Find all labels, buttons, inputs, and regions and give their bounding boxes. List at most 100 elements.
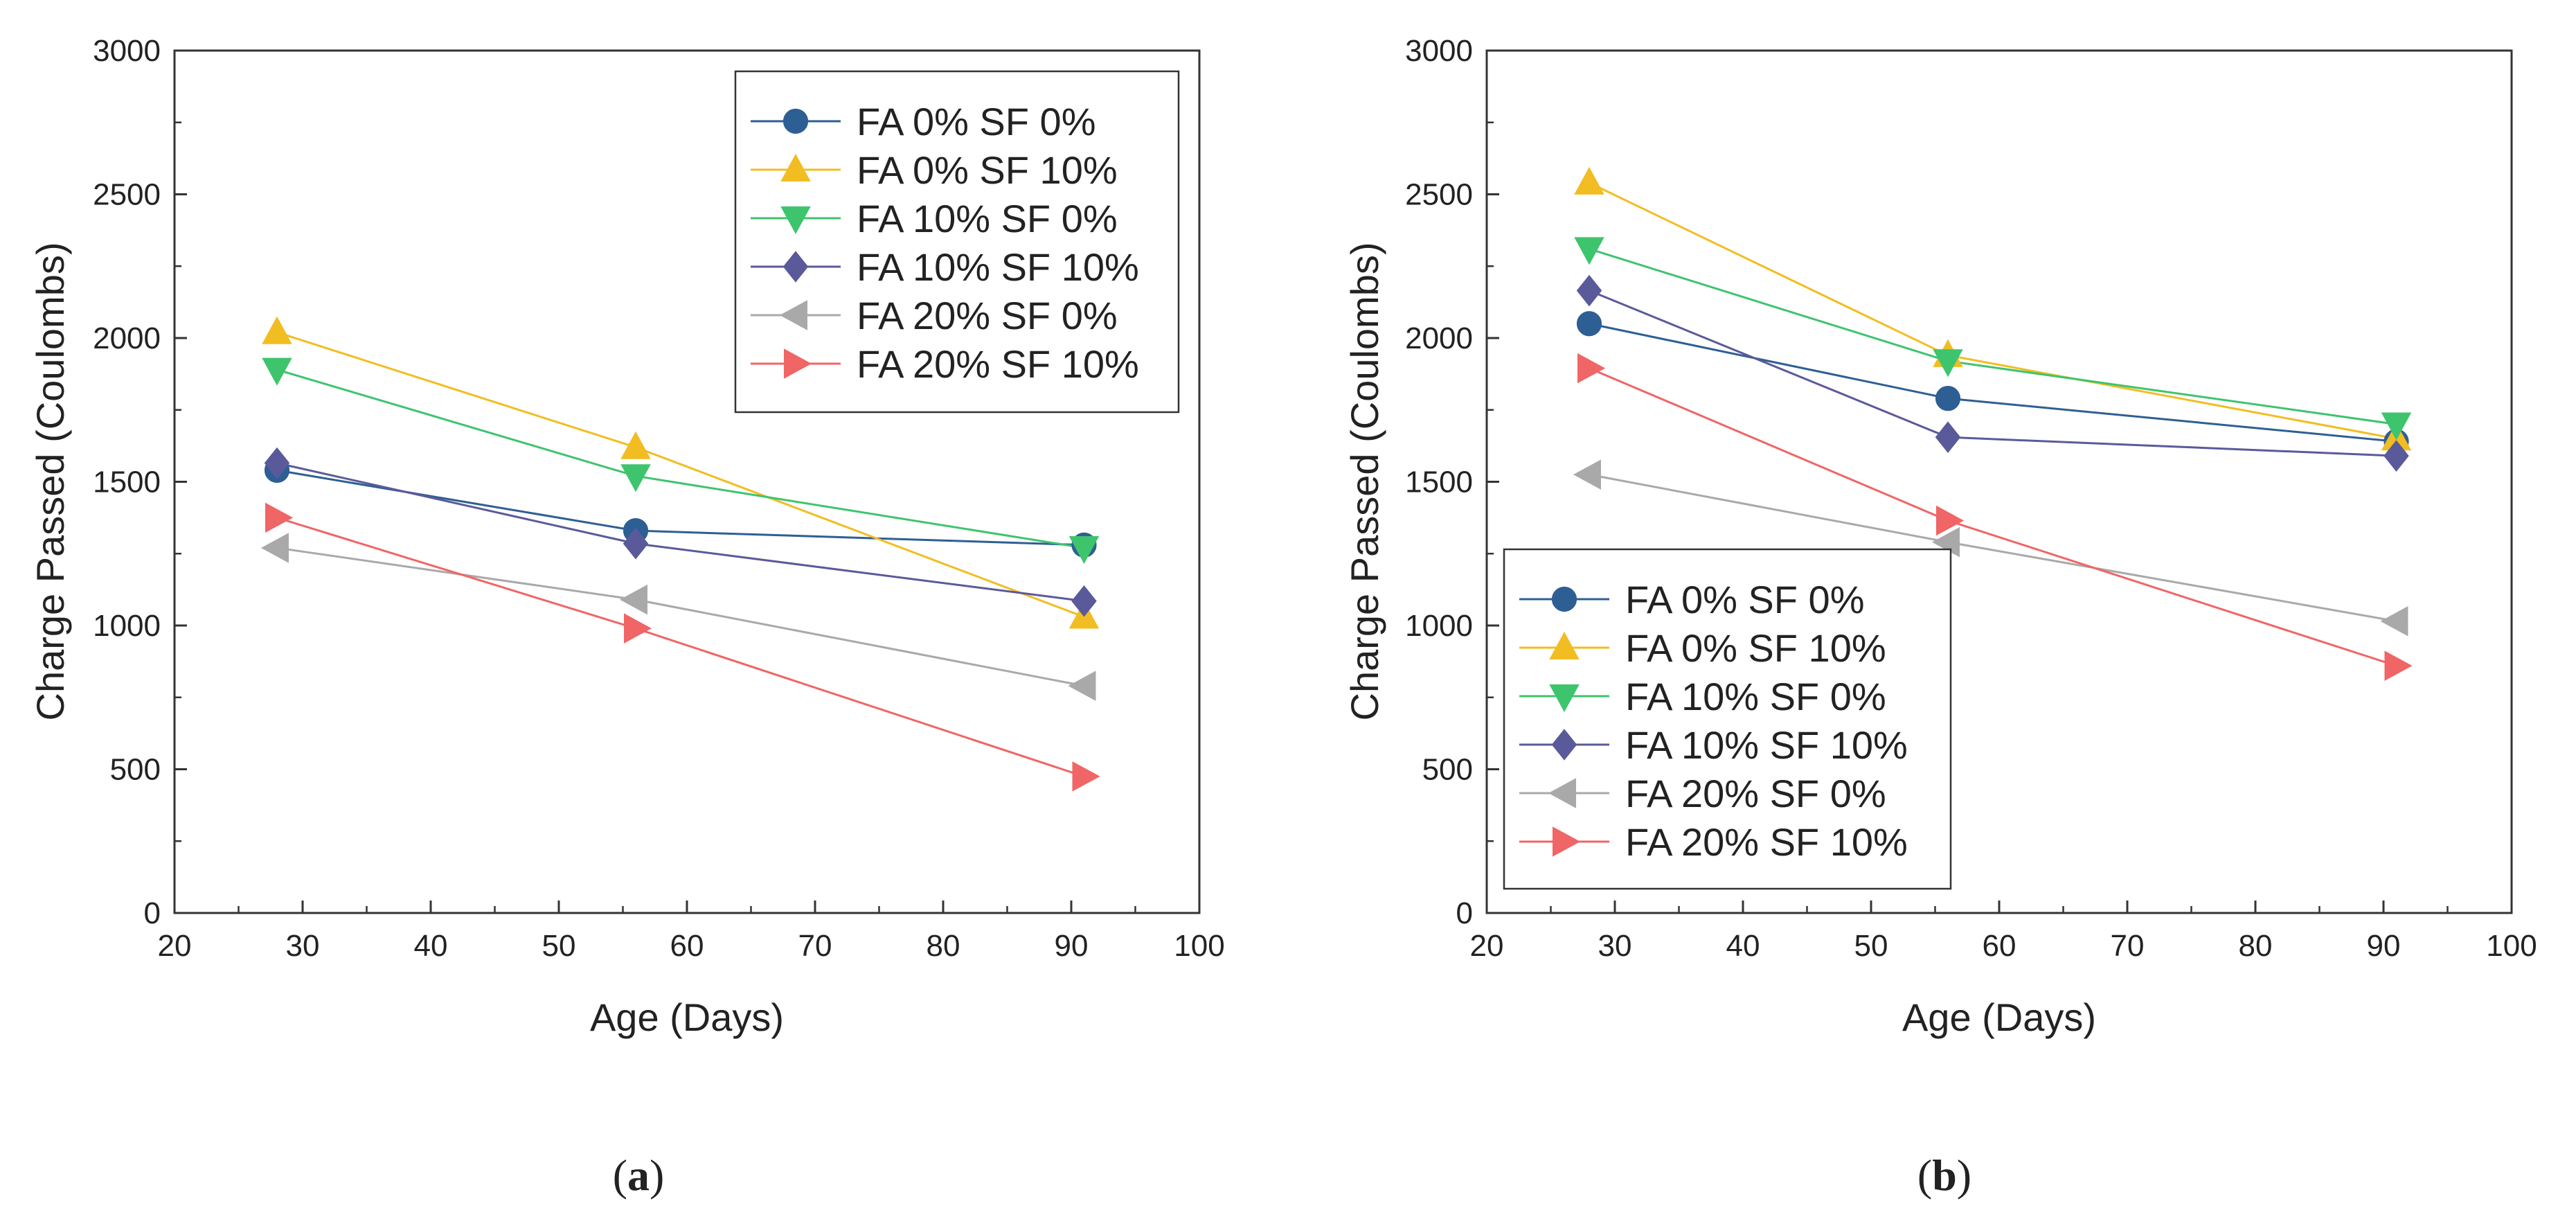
series-line: [1589, 322, 2397, 443]
y-tick-label: 0: [1456, 896, 1473, 930]
legend-label: FA 0% SF 0%: [1625, 578, 1865, 621]
data-point: [2383, 440, 2409, 472]
data-point: [260, 533, 289, 563]
legend-label: FA 20% SF 10%: [857, 342, 1139, 386]
legend-marker: [1551, 729, 1577, 761]
x-tick-label: 90: [1055, 929, 1089, 963]
x-tick-label: 90: [2367, 929, 2401, 963]
legend-label: FA 10% SF 10%: [857, 245, 1139, 289]
series-line: [1589, 290, 2397, 457]
legend-entry: FA 10% SF 10%: [751, 245, 1139, 289]
y-tick-label: 1000: [93, 609, 161, 643]
y-axis-label: Charge Passed (Coulombs): [1343, 242, 1386, 721]
data-point: [2381, 412, 2412, 441]
data-point: [1577, 353, 1606, 384]
series-markers: [1573, 166, 2413, 681]
panel-label-letter: b: [1932, 1151, 1957, 1200]
data-point: [623, 527, 649, 560]
x-tick-label: 40: [414, 929, 448, 963]
y-tick-label: 2000: [1405, 321, 1473, 355]
data-point: [262, 316, 292, 344]
legend-label: FA 20% SF 10%: [1625, 820, 1908, 864]
legend-box: [734, 70, 1180, 414]
legend-entry: FA 20% SF 10%: [751, 342, 1139, 386]
data-point: [1935, 421, 1961, 453]
x-tick-label: 80: [2239, 929, 2273, 963]
y-tick-label: 2500: [1405, 178, 1473, 212]
legend-label: FA 20% SF 0%: [1625, 772, 1886, 815]
legend-label: FA 0% SF 10%: [1625, 626, 1886, 670]
chart-panel-a: 20 30 40 50 60 70 80 90 100 0 500 1000 1500 2000 2500…: [28, 34, 1225, 1200]
series-line: [276, 469, 1084, 547]
x-ticks: 20 30 40 50 60 70 80 90 100: [158, 901, 1225, 963]
legend-marker: [784, 348, 812, 379]
x-tick-label: 70: [2111, 929, 2145, 963]
x-tick-label: 100: [1174, 929, 1224, 963]
legend-marker: [1549, 631, 1580, 659]
x-tick-label: 20: [158, 929, 192, 963]
x-axis-label: Age (Days): [1902, 995, 2096, 1039]
data-point: [624, 613, 652, 644]
legend-marker: [1548, 778, 1576, 808]
legend-label: FA 10% SF 10%: [1625, 723, 1908, 767]
series-markers: [260, 316, 1100, 792]
panel-label-open: (: [1917, 1151, 1932, 1200]
x-tick-label: 40: [1726, 929, 1760, 963]
y-tick-label: 1000: [1405, 609, 1473, 643]
x-axis-label: Age (Days): [590, 995, 784, 1039]
x-tick-label: 30: [1598, 929, 1632, 963]
x-tick-label: 60: [1983, 929, 2016, 963]
data-point: [1576, 311, 1602, 337]
legend-marker: [1549, 684, 1580, 713]
data-point: [1936, 505, 1965, 536]
legend-label: FA 10% SF 0%: [1625, 675, 1886, 718]
data-point: [2384, 650, 2413, 681]
panel-label-open: (: [613, 1151, 627, 1200]
legend-entries: FA 0% SF 0% FA 0% SF 10% FA 10% SF 0% FA 10…: [1519, 578, 1908, 864]
y-tick-label: 1500: [93, 465, 161, 499]
legend-marker: [779, 300, 807, 330]
data-point: [1574, 237, 1604, 265]
y-ticks: 0 500 1000 1500 2000 2500 3000: [93, 34, 187, 930]
data-point: [1068, 535, 1100, 564]
legend: FA 0% SF 0% FA 0% SF 10% FA 10% SF 0% FA 10…: [734, 70, 1180, 414]
panel-label: (b): [1917, 1151, 1971, 1200]
legend-entry: FA 10% SF 0%: [751, 197, 1118, 240]
legend-entry: FA 20% SF 0%: [751, 294, 1118, 337]
x-tick-label: 80: [927, 929, 960, 963]
series-line: [276, 516, 1084, 778]
y-tick-label: 500: [110, 753, 161, 787]
data-point: [265, 502, 294, 533]
data-point: [619, 584, 647, 615]
y-tick-label: 3000: [1405, 34, 1473, 68]
panel-label-close: ): [1957, 1151, 1971, 1200]
x-tick-label: 50: [1854, 929, 1888, 963]
panel-label-letter: a: [627, 1151, 650, 1200]
y-tick-label: 2500: [93, 178, 161, 212]
y-tick-label: 1500: [1405, 465, 1473, 499]
data-point: [620, 431, 651, 459]
x-tick-label: 30: [286, 929, 320, 963]
legend-entry: FA 20% SF 10%: [1519, 820, 1908, 864]
legend-marker: [1553, 826, 1581, 857]
y-tick-label: 500: [1422, 753, 1473, 787]
panel-label: (a): [613, 1151, 665, 1200]
panel-label-close: ): [650, 1151, 664, 1200]
x-tick-label: 20: [1470, 929, 1504, 963]
y-ticks: 0 500 1000 1500 2000 2500 3000: [1405, 34, 1499, 930]
y-tick-label: 0: [144, 896, 161, 930]
legend: FA 0% SF 0% FA 0% SF 10% FA 10% SF 0% FA 10…: [1503, 548, 1952, 890]
legend-entry: FA 0% SF 0%: [1519, 578, 1865, 621]
y-axis-label: Charge Passed (Coulombs): [28, 242, 72, 721]
legend-box: [1503, 548, 1952, 890]
x-tick-label: 50: [542, 929, 576, 963]
data-point: [1068, 671, 1096, 701]
data-point: [1072, 761, 1100, 792]
legend-marker: [782, 108, 809, 134]
x-tick-label: 100: [2486, 929, 2537, 963]
data-point: [1574, 166, 1604, 195]
legend-marker: [1551, 586, 1577, 612]
y-tick-label: 2000: [93, 321, 161, 355]
legend-entries: FA 0% SF 0% FA 0% SF 10% FA 10% SF 0% FA 10…: [751, 100, 1139, 386]
